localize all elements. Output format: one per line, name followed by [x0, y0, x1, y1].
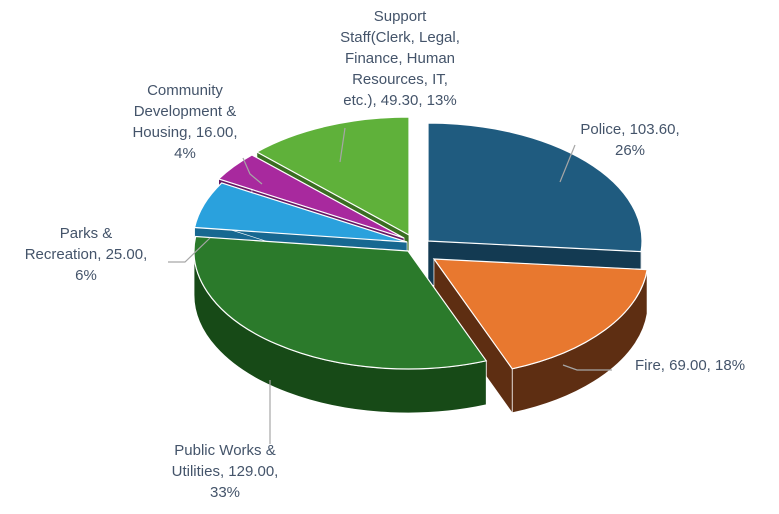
data-label: Fire, 69.00, 18% — [605, 355, 775, 376]
data-label: Parks & Recreation, 25.00, 6% — [2, 223, 170, 286]
data-label-line: 26% — [614, 142, 646, 159]
leader-line — [339, 127, 346, 163]
data-label-line: Parks & — [59, 225, 113, 242]
data-label: Support Staff(Clerk, Legal, Finance, Human… — [300, 6, 500, 111]
data-label-line: Housing, 16.00, — [132, 124, 238, 141]
data-label-line: Resources, IT, — [352, 71, 448, 88]
data-label-line: Utilities, 129.00, — [171, 463, 279, 480]
data-label-line: Police, 103.60, — [580, 121, 680, 138]
data-label-line: Finance, Human — [344, 50, 456, 67]
data-label-line: Fire, 69.00, 18% — [634, 357, 746, 374]
data-label: Public Works & Utilities, 129.00, 33% — [135, 440, 315, 503]
data-label-line: Staff(Clerk, Legal, — [340, 29, 460, 46]
leader-line — [168, 237, 211, 263]
data-label-line: Development & — [133, 103, 237, 120]
data-label: Police, 103.60, 26% — [545, 119, 715, 161]
data-label: Community Development & Housing, 16.00, 4% — [95, 80, 275, 164]
data-label-line: Recreation, 25.00, — [24, 246, 148, 263]
pie-slice-support-staff-clerk-legal-finance-human-resources-it-etc[interactable] — [255, 116, 410, 237]
data-label-line: 6% — [75, 267, 97, 284]
leader-lines — [168, 127, 612, 444]
data-label-line: Community — [147, 82, 223, 99]
leader-line — [559, 144, 576, 183]
leader-line — [242, 157, 263, 185]
pie-slice-public-works-utilities[interactable] — [193, 235, 488, 370]
data-label-line: 33% — [209, 484, 241, 501]
data-label-line: Support — [373, 8, 427, 25]
pie-slice-parks-recreation[interactable] — [193, 182, 408, 243]
pie-slice-community-development-housing[interactable] — [217, 154, 405, 239]
pie-slice-fire[interactable] — [432, 258, 648, 370]
slice-tops — [193, 116, 648, 370]
data-label-line: Public Works & — [174, 442, 276, 459]
leader-line — [562, 364, 612, 371]
data-label-line: 4% — [174, 145, 196, 162]
data-label-line: etc.), 49.30, 13% — [343, 92, 457, 109]
pie-slice-police[interactable] — [427, 122, 643, 253]
